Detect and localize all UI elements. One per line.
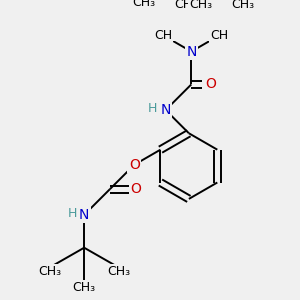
Text: CH₃: CH₃ — [73, 281, 96, 294]
Text: CH: CH — [154, 28, 172, 42]
Text: CH₃: CH₃ — [175, 0, 198, 11]
Text: H: H — [148, 102, 157, 115]
Text: CH₃: CH₃ — [38, 266, 61, 278]
Text: N: N — [186, 45, 196, 58]
Text: N: N — [160, 103, 171, 117]
Text: CH₃: CH₃ — [107, 266, 130, 278]
Text: CH₃: CH₃ — [132, 0, 155, 9]
Text: N: N — [79, 208, 89, 222]
Text: O: O — [129, 158, 140, 172]
Text: CH₃: CH₃ — [232, 0, 255, 11]
Text: O: O — [130, 182, 141, 196]
Text: CH₃: CH₃ — [189, 0, 212, 11]
Text: CH: CH — [211, 28, 229, 42]
Text: O: O — [205, 77, 216, 92]
Text: H: H — [68, 207, 77, 220]
